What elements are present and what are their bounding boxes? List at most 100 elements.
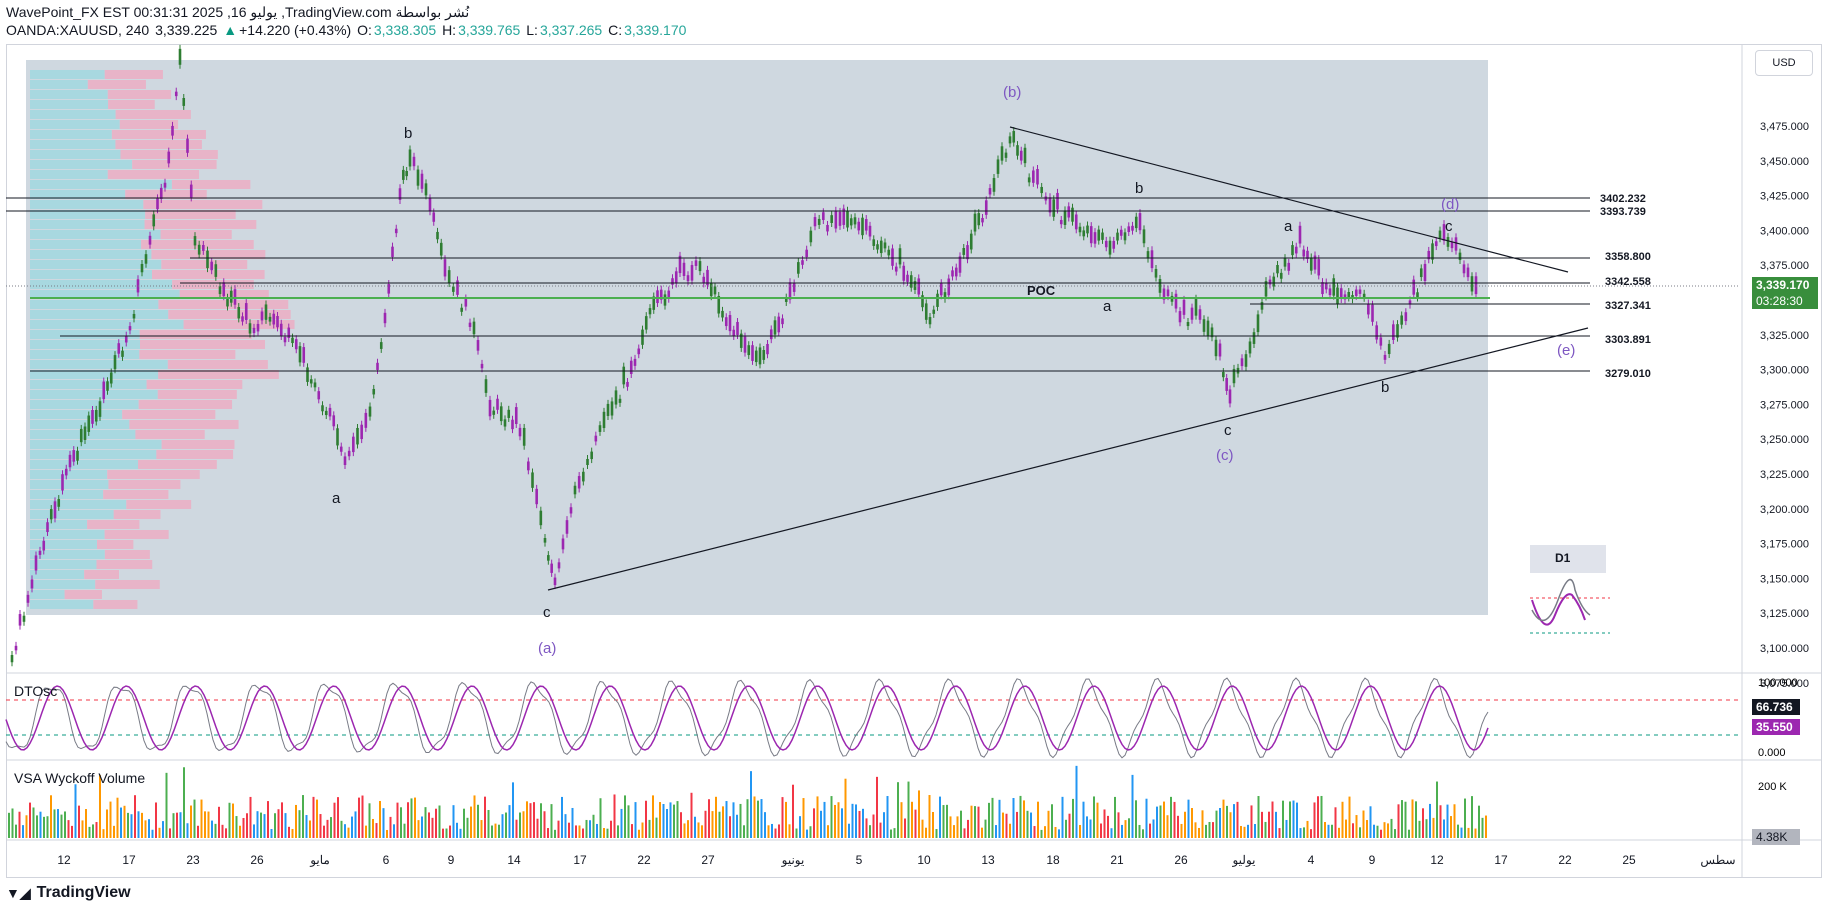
vp-buy-bar [30,240,142,249]
candle-body [781,318,784,325]
volume-bar [316,799,318,838]
vp-sell-bar [107,470,200,479]
volume-bar [904,818,906,838]
candle-body [256,323,260,332]
change-arrow-icon: ▲ [223,22,238,38]
price-axis-label: 3,325.000 [1760,330,1809,342]
triangle-upper-line[interactable] [1009,126,1569,273]
volume-bar [284,813,287,838]
candle-body [894,266,898,272]
candle-body [1279,272,1283,279]
tradingview-logo[interactable]: ▼◢ TradingView [6,884,131,902]
candle-body [1078,226,1082,233]
candle-body [1400,315,1403,325]
volume-bar [1208,821,1211,838]
candle-body [1158,279,1162,293]
volume-bar [550,804,553,838]
volume-bar [176,812,178,838]
candle-body [928,317,932,325]
volume-bar [1446,804,1449,838]
candle-body [218,286,222,295]
high-value: 3,339.765 [458,22,521,38]
close-label: C: [608,22,623,38]
candle-body [1056,192,1059,210]
candle-body [992,178,996,192]
price-axis-label: 3,400.000 [1760,225,1809,237]
vsa-label[interactable]: VSA Wyckoff Volume [14,770,146,786]
volume-bar [1432,817,1435,838]
candle-body [14,645,18,651]
volume-bar [669,802,672,838]
candle-body [64,468,68,476]
wave-label-c2: c [1224,422,1232,439]
volume-bar [750,771,752,838]
triangle-lower-line[interactable] [547,327,1589,591]
candle-body [252,327,256,334]
volume-bar [732,802,735,838]
candle-body [317,391,321,400]
volume-bar [603,828,605,838]
vp-buy-bar [30,450,157,459]
vp-sell-bar [146,380,243,389]
volume-bar [974,806,976,838]
candle-body [167,151,171,164]
volume-bar [53,809,56,838]
vp-buy-bar [30,170,108,179]
vp-buy-bar [30,310,169,319]
candle-body [387,284,391,294]
candle-body [535,488,538,505]
volume-bar [1404,801,1407,838]
volume-bar [862,808,864,838]
candle-body [1097,229,1101,241]
price-axis[interactable]: 3,475.000 3,450.000 3,425.000 3,400.000 3,37… [1760,121,1809,690]
volume-bar [1128,818,1130,838]
symbol-legend[interactable]: OANDA:XAUUSD, 240 3,339.225 ▲ +14.220 (+0… [6,22,688,38]
volume-bar [1236,801,1239,838]
volume-bar [8,812,10,838]
candle-body [641,329,644,345]
volume-bar [274,813,276,838]
volume-bar [1072,798,1074,838]
symbol-name[interactable]: OANDA:XAUUSD, 240 [6,22,150,38]
volume-bar [1380,829,1382,838]
currency-button[interactable]: USD [1755,50,1813,76]
candle-body [394,228,398,234]
volume-bar [1117,812,1120,838]
volume-bar [1121,824,1123,838]
volume-bar [680,812,682,838]
volume-bar [606,828,609,838]
wave-label-e-major: (e) [1557,342,1575,359]
horizontal-levels[interactable] [6,197,1740,372]
price-axis-label: 3,275.000 [1760,399,1809,411]
price-candles[interactable] [10,44,1478,667]
volume-bar [39,811,42,838]
candle-body [456,280,459,295]
volume-bar [365,825,367,838]
candle-body [586,458,589,466]
candle-body [398,188,402,200]
vp-sell-bar [111,130,206,139]
volume-bar [277,809,280,838]
candle-body [682,262,686,276]
candle-body [1067,206,1071,218]
wave-label-c3: c [1445,218,1453,235]
volume-bar [190,805,192,838]
volume-bar [347,827,350,838]
candle-body [383,312,387,324]
volume-bar [183,767,185,838]
candle-body [514,407,518,424]
candle-body [416,169,420,186]
time-axis[interactable]: 12 17 23 26 مايو 6 9 14 17 22 27 يونيو 5 10 13 18 21 26 يو… [57,853,1735,867]
candle-body [678,255,682,274]
candle-body [1408,300,1412,305]
volume-bar [599,798,602,838]
candle-body [857,221,861,231]
volume-bar [960,810,962,838]
level-label-3358: 3358.800 [1605,251,1651,263]
dtosc-axis-0: 0.000 [1758,747,1786,759]
dtosc-label[interactable]: DTOsc [14,683,58,699]
volume-bar [379,800,381,838]
vp-sell-bar [125,190,207,199]
candle-body [582,471,585,482]
